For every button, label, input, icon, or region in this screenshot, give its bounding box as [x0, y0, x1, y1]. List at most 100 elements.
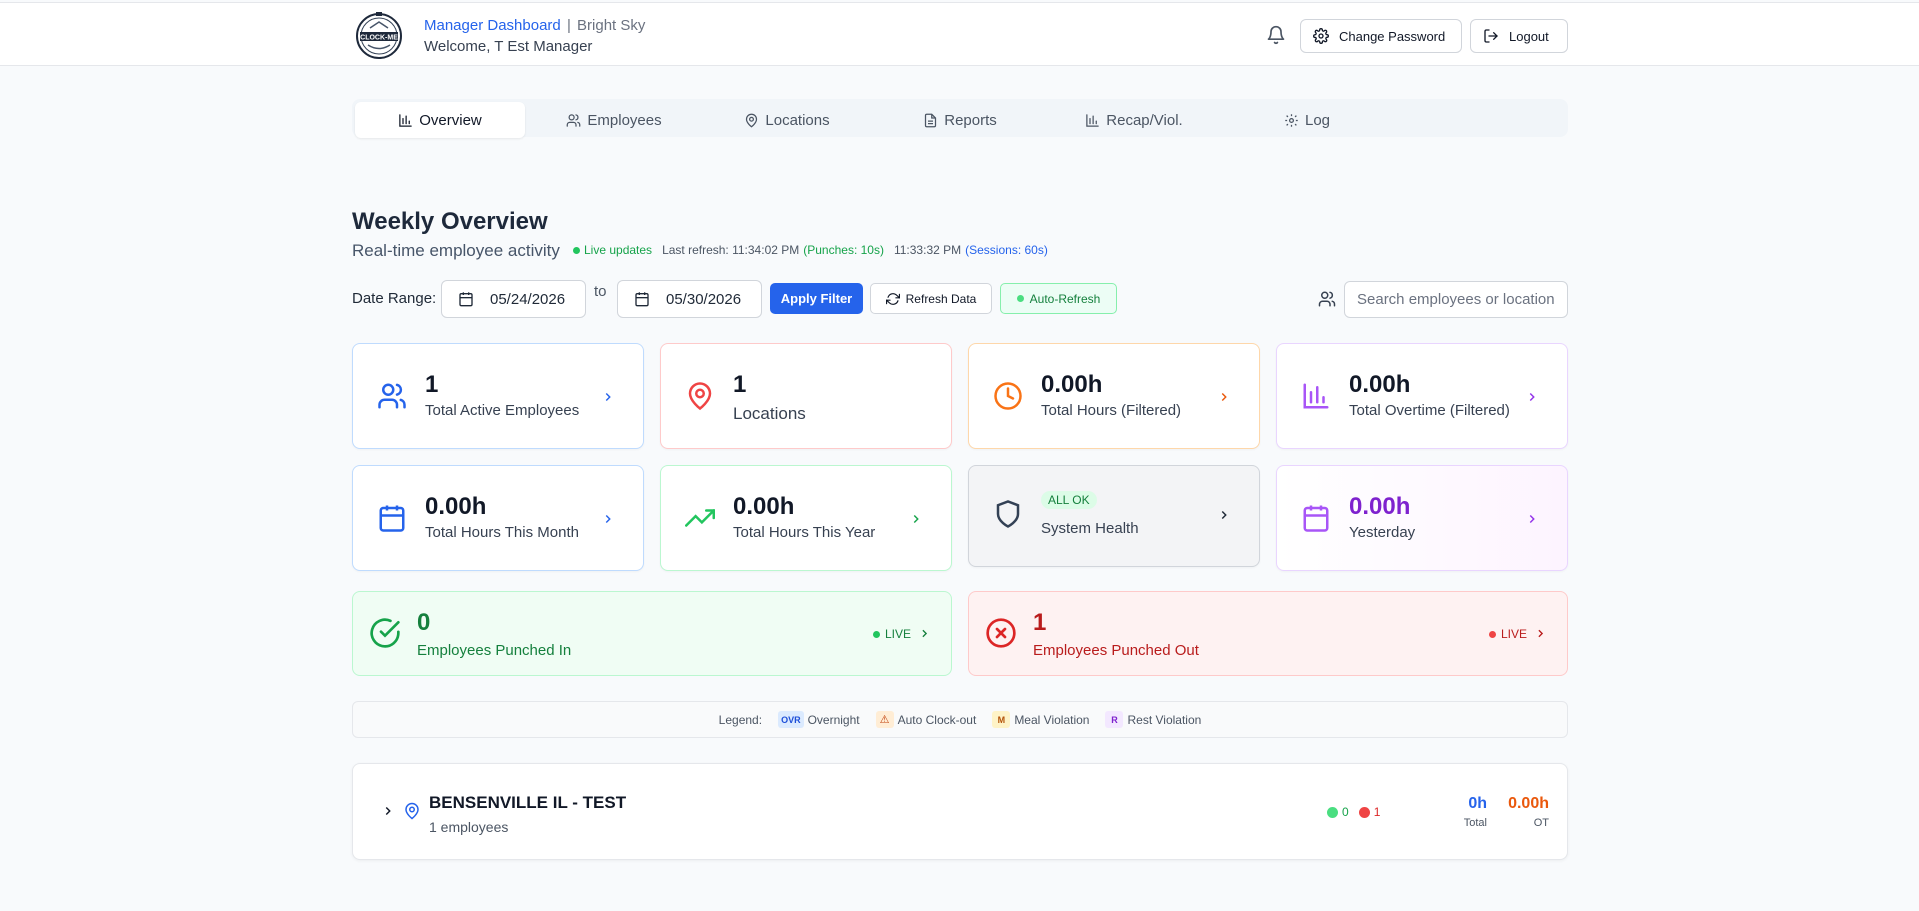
overtime-label: OT: [1533, 817, 1549, 829]
card-label: Employees Punched Out: [1033, 642, 1199, 659]
trending-up-icon: [685, 509, 715, 527]
apply-filter-button[interactable]: Apply Filter: [770, 283, 863, 314]
active-employees-card[interactable]: 1 Total Active Employees: [352, 343, 644, 449]
locations-card[interactable]: 1 Locations: [660, 343, 952, 449]
users-icon: [567, 113, 581, 127]
chevron-right-icon: [913, 514, 919, 524]
card-value: 0.00h: [1349, 371, 1411, 398]
x-circle-icon: [986, 618, 1016, 648]
card-label: Yesterday: [1349, 524, 1416, 541]
year-hours-card[interactable]: 0.00h Total Hours This Year: [660, 465, 952, 571]
end-date-input[interactable]: 05/30/2026: [617, 280, 762, 318]
card-label: Total Hours This Month: [425, 524, 579, 541]
tab-label: Employees: [587, 111, 662, 129]
card-label: Total Hours This Year: [733, 524, 876, 541]
last-refresh-text: Last refresh: 11:34:02 PM: [662, 243, 800, 257]
card-label: Locations: [733, 404, 806, 423]
card-value: 0.00h: [733, 493, 795, 520]
auto-refresh-toggle[interactable]: Auto-Refresh: [1000, 283, 1117, 314]
bell-icon[interactable]: [1266, 25, 1286, 45]
legend-item-meal-violation: M Meal Violation: [992, 711, 1089, 728]
check-circle-icon: [370, 618, 400, 648]
system-health-card[interactable]: ALL OK System Health: [968, 465, 1260, 567]
chevron-right-icon: [922, 629, 928, 638]
refresh-data-button[interactable]: Refresh Data: [870, 283, 992, 314]
sessions-interval: (Sessions: 60s): [965, 243, 1048, 257]
clock-icon: [994, 382, 1022, 410]
punches-interval: (Punches: 10s): [803, 243, 884, 257]
tab-reports[interactable]: Reports: [875, 102, 1045, 138]
change-password-label: Change Password: [1339, 28, 1446, 44]
overnight-badge: OVR: [778, 711, 804, 728]
status-badge: ALL OK: [1041, 491, 1097, 509]
legend-item-label: Rest Violation: [1127, 712, 1202, 727]
punched-in-dot: [1327, 806, 1338, 818]
tab-locations[interactable]: Locations: [702, 102, 872, 138]
calendar-icon: [1303, 505, 1329, 532]
card-value: 0.00h: [425, 493, 487, 520]
bar-chart-icon: [1086, 113, 1100, 127]
users-icon: [1318, 291, 1336, 307]
calendar-icon: [379, 505, 405, 532]
tab-label: Reports: [944, 111, 997, 129]
map-pin-icon: [405, 802, 419, 820]
card-label: Total Hours (Filtered): [1041, 402, 1182, 419]
top-header: CLOCK-ME Manager Dashboard | Bright Sky …: [0, 2, 1919, 66]
gear-icon: [1285, 113, 1298, 127]
to-label: to: [594, 283, 607, 300]
tab-label: Log: [1304, 111, 1331, 129]
change-password-button[interactable]: Change Password: [1300, 19, 1462, 53]
card-label: Total Overtime (Filtered): [1349, 402, 1510, 419]
brand-line: Manager Dashboard | Bright Sky: [424, 17, 645, 34]
refresh-icon: [885, 292, 900, 305]
card-value: 0.00h: [1041, 371, 1103, 398]
total-overtime-card[interactable]: 0.00h Total Overtime (Filtered): [1276, 343, 1568, 449]
location-row[interactable]: BENSENVILLE IL - TEST 1 employees 0 1 0h…: [352, 763, 1568, 860]
page-subtitle: Real-time employee activity: [352, 241, 560, 260]
refresh-data-label: Refresh Data: [905, 291, 977, 306]
chevron-right-icon: [1529, 392, 1535, 402]
card-value: 0: [417, 609, 431, 636]
yesterday-card[interactable]: 0.00h Yesterday: [1276, 465, 1568, 571]
rest-violation-badge: R: [1105, 711, 1124, 728]
calendar-icon: [459, 292, 473, 307]
chevron-right-icon: [1538, 629, 1544, 638]
punched-in-count: 0: [1342, 805, 1349, 819]
punched-in-card[interactable]: 0 Employees Punched In LIVE: [352, 591, 952, 676]
tab-recap-violations[interactable]: Recap/Viol.: [1049, 102, 1219, 138]
total-hours-card[interactable]: 0.00h Total Hours (Filtered): [968, 343, 1260, 449]
live-dot: [1488, 630, 1496, 638]
auto-refresh-label: Auto-Refresh: [1029, 291, 1101, 306]
month-hours-card[interactable]: 0.00h Total Hours This Month: [352, 465, 644, 571]
refresh-status: Live updates Last refresh: 11:34:02 PM (…: [573, 243, 1048, 257]
tab-label: Locations: [765, 111, 830, 129]
chevron-right-icon[interactable]: [381, 804, 395, 818]
location-total-hours: 0h Total: [1447, 795, 1487, 829]
tab-overview[interactable]: Overview: [355, 102, 525, 138]
legend-bar: Legend: OVR Overnight ⚠ Auto Clock-out M…: [352, 701, 1568, 738]
tab-label: Overview: [419, 111, 482, 129]
card-label: Total Active Employees: [425, 402, 580, 419]
live-updates-label: Live updates: [584, 243, 653, 257]
end-date-value: 05/30/2026: [666, 290, 742, 308]
chevron-right-icon: [605, 392, 611, 402]
location-punch-status: 0 1: [1327, 805, 1380, 819]
legend-item-label: Meal Violation: [1014, 712, 1090, 727]
bar-chart-icon: [1303, 383, 1329, 409]
card-value: 1: [733, 371, 747, 398]
card-value: 1: [1033, 609, 1047, 636]
card-label: Employees Punched In: [417, 642, 572, 659]
card-value: 1: [425, 371, 439, 398]
legend-item-overnight: OVR Overnight: [778, 711, 860, 728]
tab-employees[interactable]: Employees: [529, 102, 699, 138]
search-input[interactable]: [1344, 281, 1568, 318]
punched-out-count: 1: [1373, 805, 1381, 819]
file-text-icon: [925, 113, 937, 127]
shield-icon: [996, 500, 1020, 528]
bar-chart-icon: [399, 113, 412, 127]
logout-button[interactable]: Logout: [1470, 19, 1568, 53]
chevron-right-icon: [1221, 392, 1227, 402]
tab-log[interactable]: Log: [1222, 102, 1392, 138]
punched-out-card[interactable]: 1 Employees Punched Out LIVE: [968, 591, 1568, 676]
start-date-input[interactable]: 05/24/2026: [441, 280, 586, 318]
